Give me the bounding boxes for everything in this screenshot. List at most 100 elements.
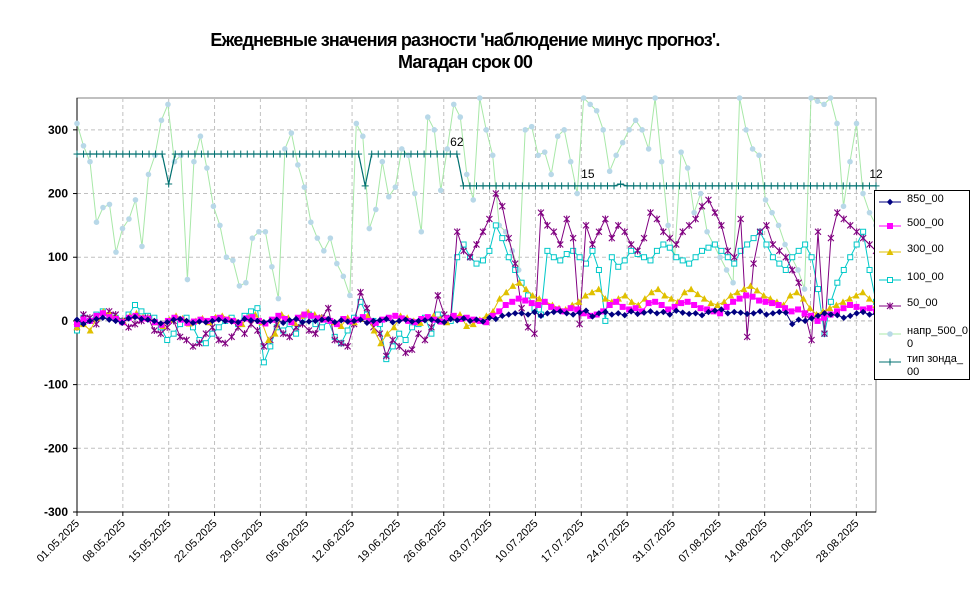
x-tick-label: 05.06.2025 bbox=[264, 518, 311, 565]
data-point bbox=[247, 308, 254, 315]
data-point bbox=[279, 330, 287, 338]
x-tick-label: 03.07.2025 bbox=[447, 518, 494, 565]
data-point bbox=[847, 302, 854, 308]
data-point bbox=[756, 228, 764, 236]
data-point bbox=[733, 288, 741, 296]
data-point bbox=[312, 330, 319, 338]
data-point bbox=[132, 197, 139, 203]
data-point bbox=[707, 299, 715, 307]
data-point bbox=[241, 330, 248, 338]
data-point bbox=[387, 150, 395, 158]
data-point bbox=[581, 291, 589, 299]
data-point bbox=[747, 282, 755, 289]
data-point bbox=[505, 311, 512, 318]
data-point bbox=[602, 308, 609, 316]
data-point bbox=[763, 221, 770, 229]
data-point bbox=[368, 150, 376, 158]
data-point bbox=[366, 317, 373, 324]
data-point bbox=[575, 298, 583, 305]
data-point bbox=[679, 257, 686, 264]
data-point bbox=[263, 150, 271, 158]
data-point bbox=[721, 182, 729, 190]
data-point bbox=[511, 310, 519, 317]
data-point bbox=[151, 317, 158, 325]
data-point bbox=[686, 260, 693, 267]
legend-marker bbox=[887, 223, 893, 229]
data-point bbox=[750, 260, 757, 268]
data-point bbox=[479, 257, 486, 264]
data-point bbox=[385, 314, 392, 321]
data-point bbox=[846, 295, 854, 302]
data-point bbox=[595, 266, 602, 273]
data-point bbox=[558, 182, 566, 190]
data-point bbox=[702, 182, 710, 190]
data-point bbox=[416, 319, 424, 326]
y-tick-label: 300 bbox=[48, 123, 68, 137]
data-point bbox=[183, 336, 190, 344]
data-point bbox=[652, 95, 658, 101]
data-point bbox=[606, 302, 613, 308]
data-point bbox=[217, 222, 223, 229]
series-тип-зонда_00 bbox=[73, 150, 880, 190]
data-point bbox=[408, 318, 416, 325]
data-point bbox=[209, 317, 216, 325]
data-point bbox=[264, 336, 272, 344]
data-point bbox=[821, 101, 827, 108]
data-point bbox=[782, 253, 790, 261]
data-point bbox=[119, 150, 127, 158]
data-point bbox=[86, 326, 94, 334]
data-point bbox=[479, 182, 487, 190]
data-point bbox=[113, 249, 119, 255]
data-point bbox=[666, 234, 674, 242]
data-point bbox=[119, 225, 126, 232]
data-point bbox=[743, 333, 751, 341]
data-point bbox=[132, 150, 140, 158]
data-point bbox=[775, 222, 782, 229]
data-point bbox=[221, 339, 229, 347]
data-point bbox=[589, 247, 596, 254]
data-point bbox=[623, 182, 631, 190]
data-point bbox=[715, 182, 723, 190]
data-point bbox=[728, 182, 736, 190]
data-point bbox=[567, 158, 574, 165]
data-point bbox=[608, 254, 615, 261]
data-point bbox=[344, 318, 351, 325]
data-point bbox=[157, 320, 164, 327]
data-point bbox=[580, 310, 587, 317]
data-point bbox=[640, 234, 648, 242]
data-point bbox=[357, 316, 364, 323]
data-point bbox=[269, 263, 275, 270]
data-point bbox=[331, 318, 338, 326]
data-point bbox=[795, 267, 801, 273]
data-point bbox=[723, 303, 730, 310]
data-point bbox=[866, 305, 873, 312]
data-point bbox=[834, 279, 841, 286]
data-point bbox=[769, 254, 776, 261]
data-point bbox=[717, 221, 725, 229]
data-point bbox=[360, 133, 366, 140]
data-point bbox=[669, 182, 677, 190]
data-point bbox=[204, 150, 212, 158]
data-point bbox=[157, 330, 165, 338]
data-point bbox=[333, 321, 340, 328]
data-point bbox=[749, 146, 756, 152]
data-point bbox=[350, 317, 358, 325]
data-point bbox=[396, 330, 403, 337]
data-point bbox=[518, 310, 525, 317]
data-point bbox=[138, 315, 145, 323]
data-point bbox=[724, 310, 731, 317]
data-point bbox=[379, 158, 386, 165]
data-point bbox=[492, 315, 500, 323]
data-point bbox=[420, 150, 428, 158]
data-point bbox=[563, 251, 570, 258]
data-point bbox=[718, 247, 725, 254]
data-point bbox=[407, 150, 415, 158]
data-point bbox=[454, 254, 461, 261]
data-point bbox=[440, 150, 448, 158]
data-point bbox=[711, 307, 719, 314]
data-point bbox=[737, 247, 744, 254]
data-point bbox=[617, 180, 625, 188]
data-point bbox=[434, 317, 442, 325]
data-point bbox=[453, 317, 461, 324]
data-point bbox=[636, 182, 644, 190]
